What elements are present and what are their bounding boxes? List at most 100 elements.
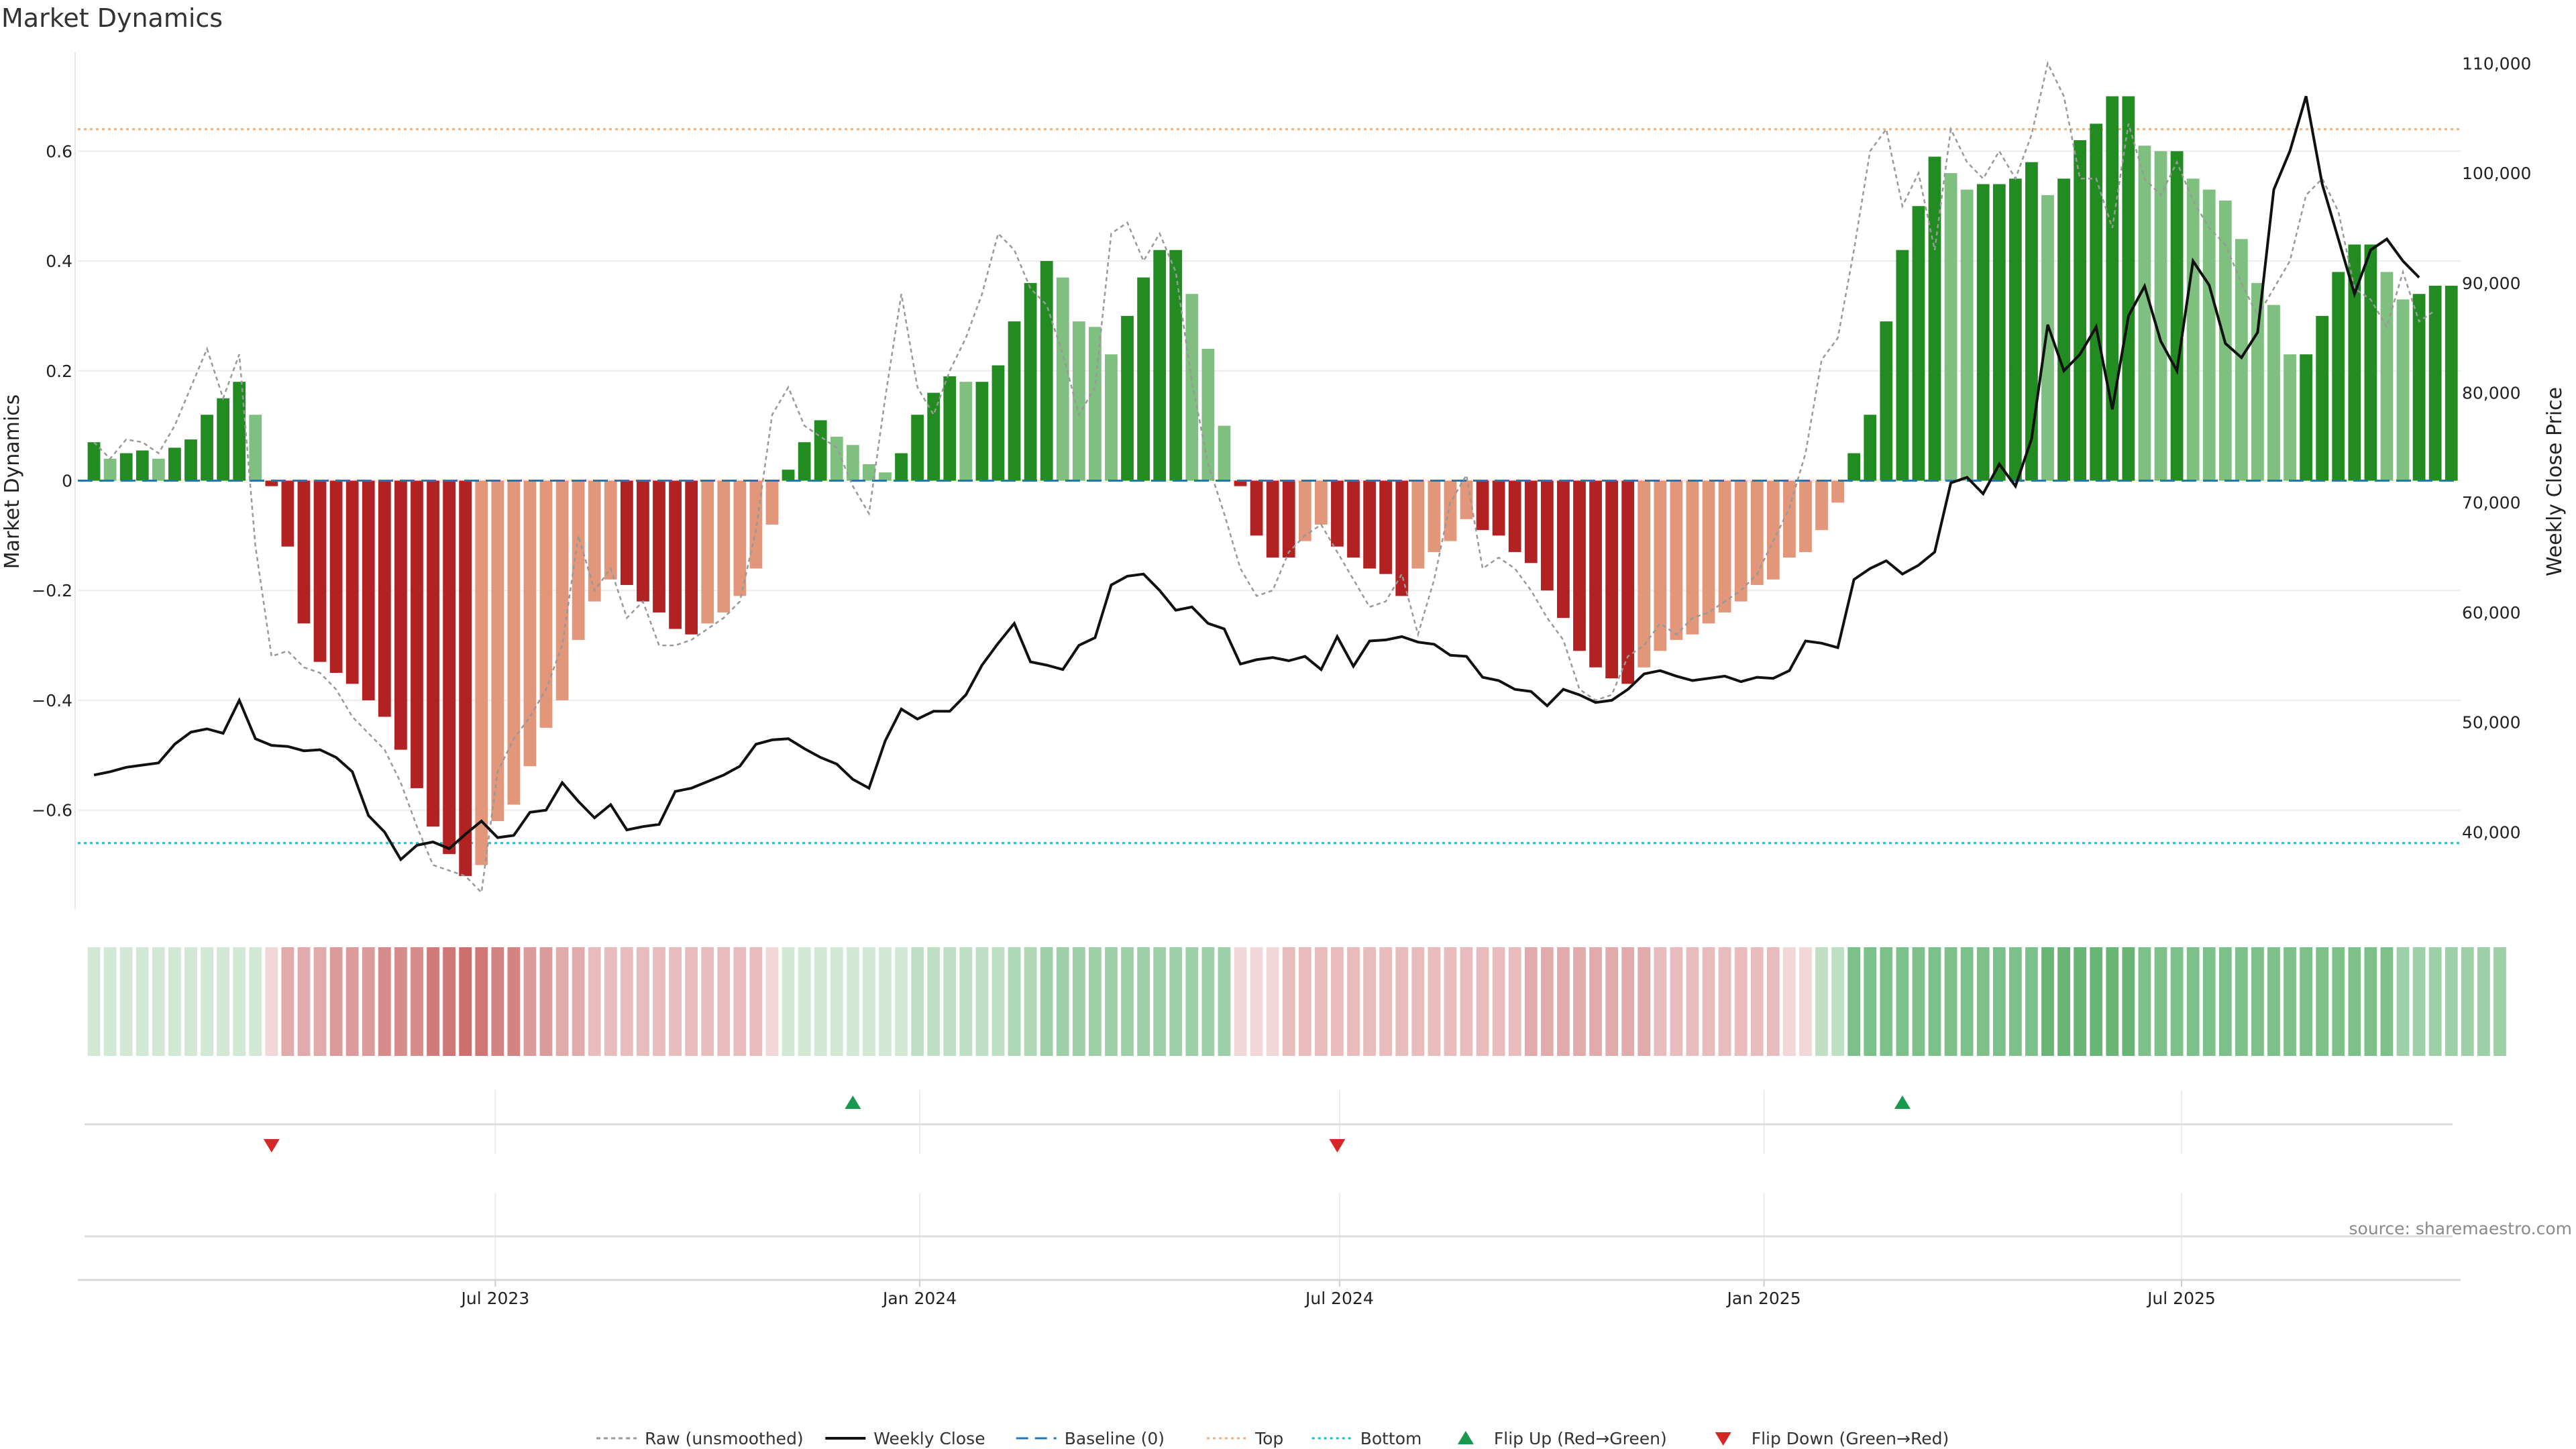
bar xyxy=(378,480,391,717)
bar xyxy=(1831,480,1844,503)
bar xyxy=(297,480,311,624)
bar xyxy=(1944,173,1957,481)
regime-cell xyxy=(1638,947,1651,1056)
regime-cell xyxy=(2316,947,2329,1056)
bar xyxy=(491,480,504,822)
bar xyxy=(685,480,698,635)
bar xyxy=(1799,480,1812,552)
regime-cell xyxy=(620,947,633,1056)
bar xyxy=(765,480,779,525)
bar xyxy=(1734,480,1748,602)
regime-cell xyxy=(2461,947,2474,1056)
regime-cell xyxy=(1944,947,1957,1056)
flip-up-marker xyxy=(845,1095,861,1109)
bar xyxy=(863,464,875,481)
regime-cell xyxy=(1912,947,1925,1056)
regime-cell xyxy=(1250,947,1263,1056)
empty-panel xyxy=(85,1193,2453,1280)
regime-cell xyxy=(1428,947,1441,1056)
regime-cell xyxy=(814,947,827,1056)
regime-cell xyxy=(2251,947,2264,1056)
bar xyxy=(555,480,569,700)
bar xyxy=(1605,480,1619,679)
regime-cell xyxy=(1702,947,1715,1056)
regime-cell xyxy=(2267,947,2280,1056)
regime-cell xyxy=(1008,947,1021,1056)
regime-cell xyxy=(1105,947,1118,1056)
regime-cell xyxy=(2380,947,2394,1056)
bar xyxy=(119,453,133,481)
legend-label: Bottom xyxy=(1360,1429,1422,1448)
regime-cell xyxy=(1847,947,1861,1056)
regime-cell xyxy=(959,947,973,1056)
regime-cell xyxy=(443,947,455,1056)
bar xyxy=(1847,453,1861,481)
regime-cell xyxy=(345,947,359,1056)
regime-cell xyxy=(217,947,230,1056)
bar xyxy=(507,480,521,805)
regime-cell xyxy=(846,947,859,1056)
regime-cell xyxy=(297,947,311,1056)
regime-cell xyxy=(1492,947,1505,1056)
bar xyxy=(1072,321,1085,481)
flip-down-marker xyxy=(263,1139,280,1152)
regime-cell xyxy=(604,947,617,1056)
regime-cell xyxy=(2106,947,2119,1056)
bar xyxy=(1557,480,1570,619)
bar xyxy=(1363,480,1376,569)
regime-cell xyxy=(1169,947,1183,1056)
bar xyxy=(1218,425,1231,481)
y-axis-left: −0.6 −0.4 −0.2 0 0.2 0.4 0.6 xyxy=(32,142,72,820)
bar xyxy=(2186,178,2200,481)
regime-cell xyxy=(1314,947,1328,1056)
x-tick-label: Jan 2024 xyxy=(881,1289,957,1308)
bar xyxy=(1976,184,1990,481)
bar xyxy=(2106,96,2119,481)
bar xyxy=(2412,294,2426,481)
bar xyxy=(701,480,714,624)
bar xyxy=(1234,480,1247,486)
bar xyxy=(1460,480,1473,519)
regime-cell xyxy=(378,947,391,1056)
bar xyxy=(103,458,117,481)
regime-cell xyxy=(2445,947,2458,1056)
bar xyxy=(1282,480,1295,558)
regime-cell xyxy=(1411,947,1425,1056)
regime-cell xyxy=(1331,947,1344,1056)
regime-cell xyxy=(943,947,957,1056)
regime-cell xyxy=(2396,947,2410,1056)
regime-cell xyxy=(1670,947,1683,1056)
bar xyxy=(539,480,553,728)
regime-cell xyxy=(2057,947,2070,1056)
bar xyxy=(653,480,665,612)
regime-cell xyxy=(701,947,714,1056)
bar xyxy=(1089,327,1102,481)
regime-cell xyxy=(491,947,504,1056)
regime-cell xyxy=(1960,947,1974,1056)
regime-cell xyxy=(523,947,537,1056)
bar xyxy=(943,376,957,481)
regime-cell xyxy=(1298,947,1311,1056)
regime-cell xyxy=(362,947,375,1056)
regime-cell xyxy=(685,947,698,1056)
bar xyxy=(1864,415,1877,481)
regime-cell xyxy=(1282,947,1295,1056)
regime-cell xyxy=(1976,947,1990,1056)
bar xyxy=(1912,206,1925,481)
bar xyxy=(1266,480,1279,558)
bar xyxy=(2090,123,2103,481)
regime-cell xyxy=(749,947,763,1056)
bar xyxy=(152,458,165,481)
regime-cell xyxy=(1750,947,1764,1056)
regime-cell xyxy=(588,947,601,1056)
x-tick-label: Jul 2023 xyxy=(460,1289,530,1308)
bar xyxy=(1395,480,1409,596)
bar xyxy=(281,480,294,547)
weekly-close-line xyxy=(93,95,2420,862)
bar xyxy=(411,480,423,788)
bar xyxy=(1153,250,1167,481)
bar xyxy=(2284,354,2296,481)
regime-cell xyxy=(1056,947,1069,1056)
bar xyxy=(1331,480,1344,547)
bar xyxy=(991,365,1005,481)
